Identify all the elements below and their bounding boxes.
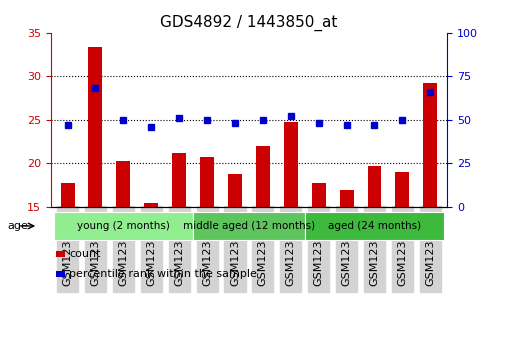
Bar <box>367 166 382 207</box>
Bar <box>88 48 103 207</box>
Text: middle aged (12 months): middle aged (12 months) <box>183 221 315 231</box>
Bar <box>228 174 242 207</box>
Title: GDS4892 / 1443850_at: GDS4892 / 1443850_at <box>160 15 338 31</box>
Bar <box>116 161 131 207</box>
Bar <box>395 172 409 207</box>
Text: count: count <box>69 249 101 259</box>
Bar <box>284 122 298 207</box>
Bar <box>144 203 158 207</box>
Bar <box>172 153 186 207</box>
Text: percentile rank within the sample: percentile rank within the sample <box>69 269 257 279</box>
Bar <box>60 183 75 207</box>
Bar <box>312 183 326 207</box>
Text: aged (24 months): aged (24 months) <box>328 221 421 231</box>
Bar <box>256 146 270 207</box>
Text: young (2 months): young (2 months) <box>77 221 170 231</box>
Bar <box>340 190 354 207</box>
Text: age: age <box>8 221 28 231</box>
Bar <box>200 157 214 207</box>
Bar <box>423 83 437 207</box>
